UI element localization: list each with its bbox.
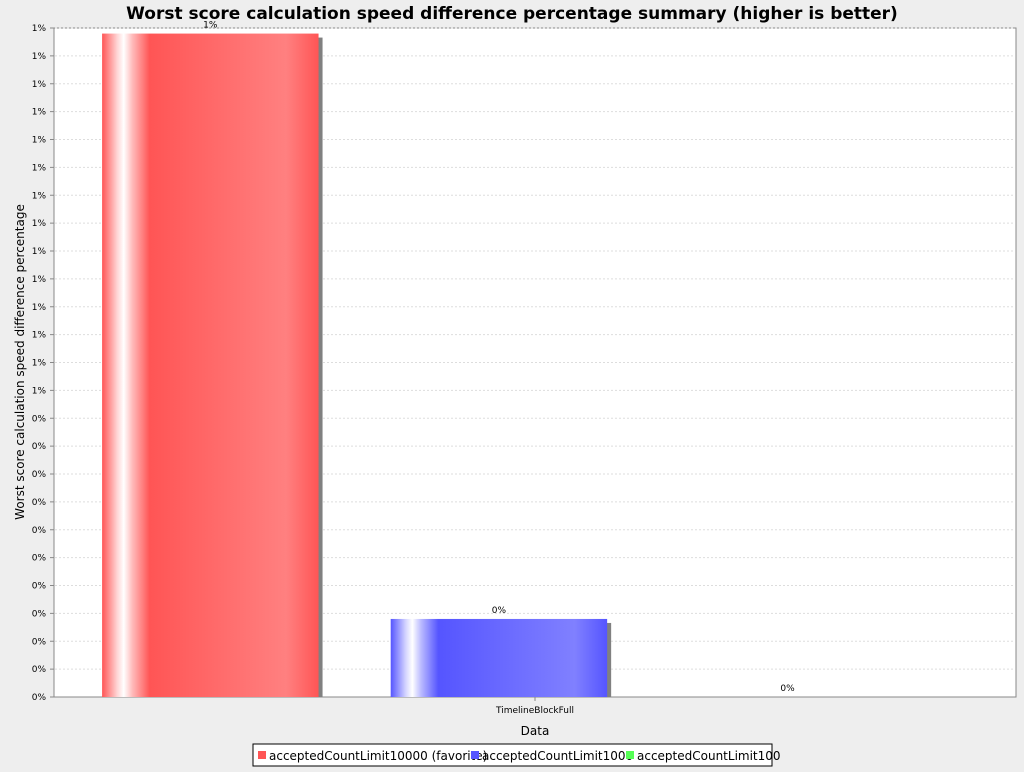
y-tick-label: 1% — [32, 163, 47, 173]
legend-items: acceptedCountLimit10000 (favorite)accept… — [258, 749, 781, 763]
y-tick-label: 0% — [32, 665, 47, 675]
y-tick-label: 1% — [32, 80, 47, 90]
legend-label: acceptedCountLimit100 — [637, 749, 781, 763]
bars — [102, 33, 612, 697]
y-tick-label: 0% — [32, 582, 47, 592]
y-tick-label: 0% — [32, 637, 47, 647]
bar — [390, 618, 608, 697]
y-tick-label: 0% — [32, 526, 47, 536]
chart-title: Worst score calculation speed difference… — [126, 4, 898, 24]
y-tick-label: 1% — [32, 303, 47, 313]
y-tick-label: 1% — [32, 24, 47, 34]
y-tick-label: 1% — [32, 386, 47, 396]
legend-swatch — [471, 751, 479, 759]
legend-label: acceptedCountLimit1000 — [482, 749, 633, 763]
y-tick-label: 0% — [32, 442, 47, 452]
y-tick-label: 0% — [32, 498, 47, 508]
y-tick-label: 1% — [32, 331, 47, 341]
legend-swatch — [626, 751, 634, 759]
y-tick-label: 0% — [32, 609, 47, 619]
x-tick-label: TimelineBlockFull — [495, 706, 574, 716]
legend-label: acceptedCountLimit10000 (favorite) — [269, 749, 487, 763]
x-axis-label: Data — [521, 724, 550, 738]
legend-swatch — [258, 751, 266, 759]
y-tick-label: 1% — [32, 136, 47, 146]
legend: acceptedCountLimit10000 (favorite)accept… — [252, 743, 781, 767]
y-tick-label: 1% — [32, 191, 47, 201]
y-tick-label: 1% — [32, 247, 47, 257]
y-tick-label: 1% — [32, 275, 47, 285]
bar — [102, 33, 319, 697]
legend-box — [252, 743, 773, 767]
y-axis-ticks: 0% 0% 0% 0% 0% 0% 0% 0% 0% 0% 0% 1% 1% 1% 1% 1% 1% 1% 1% 1%… — [32, 24, 54, 703]
y-tick-label: 1% — [32, 52, 47, 62]
y-tick-label: 0% — [32, 414, 47, 424]
y-tick-label: 0% — [32, 470, 47, 480]
bar-value-label: 0% — [780, 684, 795, 694]
y-axis-label: Worst score calculation speed difference… — [13, 204, 27, 520]
bar-value-labels: 1% 0% 0% — [203, 21, 795, 694]
y-tick-label: 0% — [32, 554, 47, 564]
y-tick-label: 1% — [32, 108, 47, 118]
y-tick-label: 1% — [32, 219, 47, 229]
y-tick-label: 0% — [32, 693, 47, 703]
bar-value-label: 0% — [492, 606, 507, 616]
bar-value-label: 1% — [203, 21, 218, 31]
x-axis-ticks: TimelineBlockFull — [495, 697, 574, 716]
y-tick-label: 1% — [32, 359, 47, 369]
